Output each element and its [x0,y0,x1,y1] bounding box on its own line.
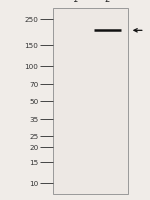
Text: 15: 15 [29,159,38,165]
Text: 70: 70 [29,81,38,87]
Text: 2: 2 [105,0,110,4]
Text: 150: 150 [24,43,38,49]
Text: 35: 35 [29,116,38,122]
Text: 100: 100 [24,63,38,69]
Text: 50: 50 [29,98,38,104]
Text: 250: 250 [24,17,38,23]
Text: 25: 25 [29,133,38,139]
Text: 20: 20 [29,145,38,151]
Text: 10: 10 [29,180,38,186]
FancyBboxPatch shape [53,9,128,194]
Text: 1: 1 [72,0,77,4]
